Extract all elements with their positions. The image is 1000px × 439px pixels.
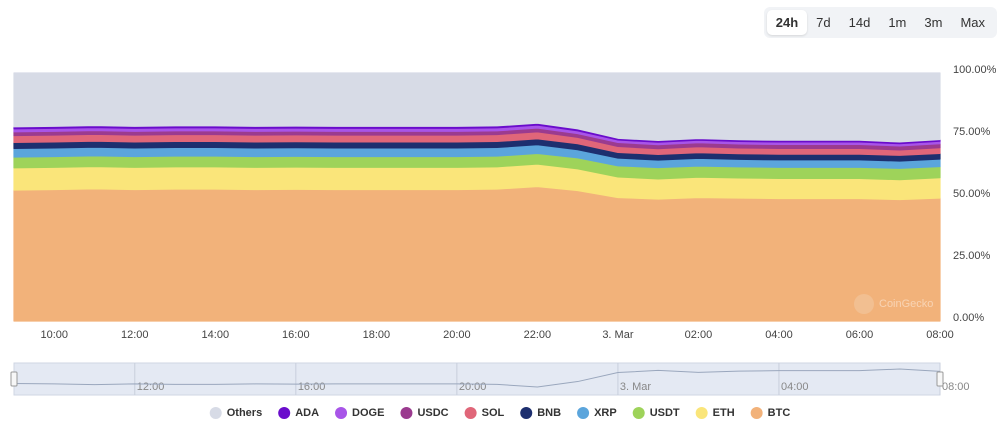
x-tick-label: 02:00 (685, 329, 713, 341)
legend-label: ETH (713, 407, 735, 419)
area (13, 185, 941, 322)
legend: Others ADA DOGE USDC SOL BNB XRP USDT ETH BTC (209, 407, 791, 419)
legend-label: Others (227, 407, 262, 419)
y-tick-label: 75.00% (953, 126, 991, 138)
range-button[interactable]: 24h (766, 10, 808, 35)
x-tick-label: 22:00 (524, 329, 552, 341)
legend-label: SOL (482, 407, 505, 419)
y-tick-label: 50.00% (953, 188, 991, 200)
navigator-label: 3. Mar (620, 381, 652, 393)
legend-item: USDT (632, 407, 680, 419)
x-tick-label: 06:00 (846, 329, 874, 341)
watermark-logo (854, 294, 874, 314)
legend-swatch (750, 407, 763, 419)
legend-item: BNB (520, 407, 561, 419)
legend-item: SOL (464, 407, 505, 419)
y-tick-label: 25.00% (953, 250, 991, 262)
legend-swatch (400, 407, 413, 419)
area (13, 72, 941, 143)
navigator-label: 20:00 (459, 381, 487, 393)
legend-item: ETH (695, 407, 735, 419)
legend-item: BTC (750, 407, 791, 419)
range-button[interactable]: Max (951, 10, 994, 35)
y-tick-label: 100.00% (953, 64, 997, 76)
legend-swatch (278, 407, 291, 419)
legend-item: XRP (577, 407, 617, 419)
x-tick-label: 14:00 (202, 329, 230, 341)
legend-label: XRP (594, 407, 617, 419)
x-tick-label: 04:00 (765, 329, 793, 341)
range-button[interactable]: 7d (807, 10, 839, 35)
legend-item: DOGE (335, 407, 384, 419)
navigator-label: 08:00 (942, 381, 970, 393)
navigator-label: 04:00 (781, 381, 809, 393)
legend-swatch (577, 407, 590, 419)
range-button[interactable]: 3m (915, 10, 951, 35)
x-tick-label: 08:00 (926, 329, 954, 341)
legend-item: ADA (278, 407, 319, 419)
range-button[interactable]: 1m (879, 10, 915, 35)
x-tick-label: 12:00 (121, 329, 149, 341)
navigator-label: 12:00 (137, 381, 165, 393)
navigator-handle (936, 371, 944, 387)
legend-swatch (520, 407, 533, 419)
legend-label: USDC (417, 407, 448, 419)
legend-item: USDC (400, 407, 449, 419)
x-tick-label: 3. Mar (602, 329, 634, 341)
legend-label: BTC (768, 407, 791, 419)
range-button[interactable]: 14d (840, 10, 880, 35)
y-tick-label: 0.00% (953, 312, 984, 324)
legend-label: BNB (537, 407, 561, 419)
legend-swatch (632, 407, 645, 419)
legend-label: DOGE (352, 407, 384, 419)
navigator-line (13, 368, 941, 388)
range-selector: 24h 7d 14d 1m 3m Max (763, 7, 997, 38)
x-tick-label: 16:00 (282, 329, 310, 341)
legend-swatch (464, 407, 477, 419)
legend-item: Others (209, 407, 262, 419)
legend-label: ADA (295, 407, 319, 419)
watermark: CoinGecko (879, 298, 933, 310)
x-tick-label: 20:00 (443, 329, 471, 341)
navigator (13, 362, 941, 396)
x-tick-label: 18:00 (363, 329, 391, 341)
navigator-handle (10, 371, 18, 387)
legend-swatch (335, 407, 348, 419)
legend-label: USDT (650, 407, 680, 419)
x-tick-label: 10:00 (40, 329, 68, 341)
legend-swatch (209, 407, 222, 419)
legend-swatch (695, 407, 708, 419)
navigator-label: 16:00 (298, 381, 326, 393)
